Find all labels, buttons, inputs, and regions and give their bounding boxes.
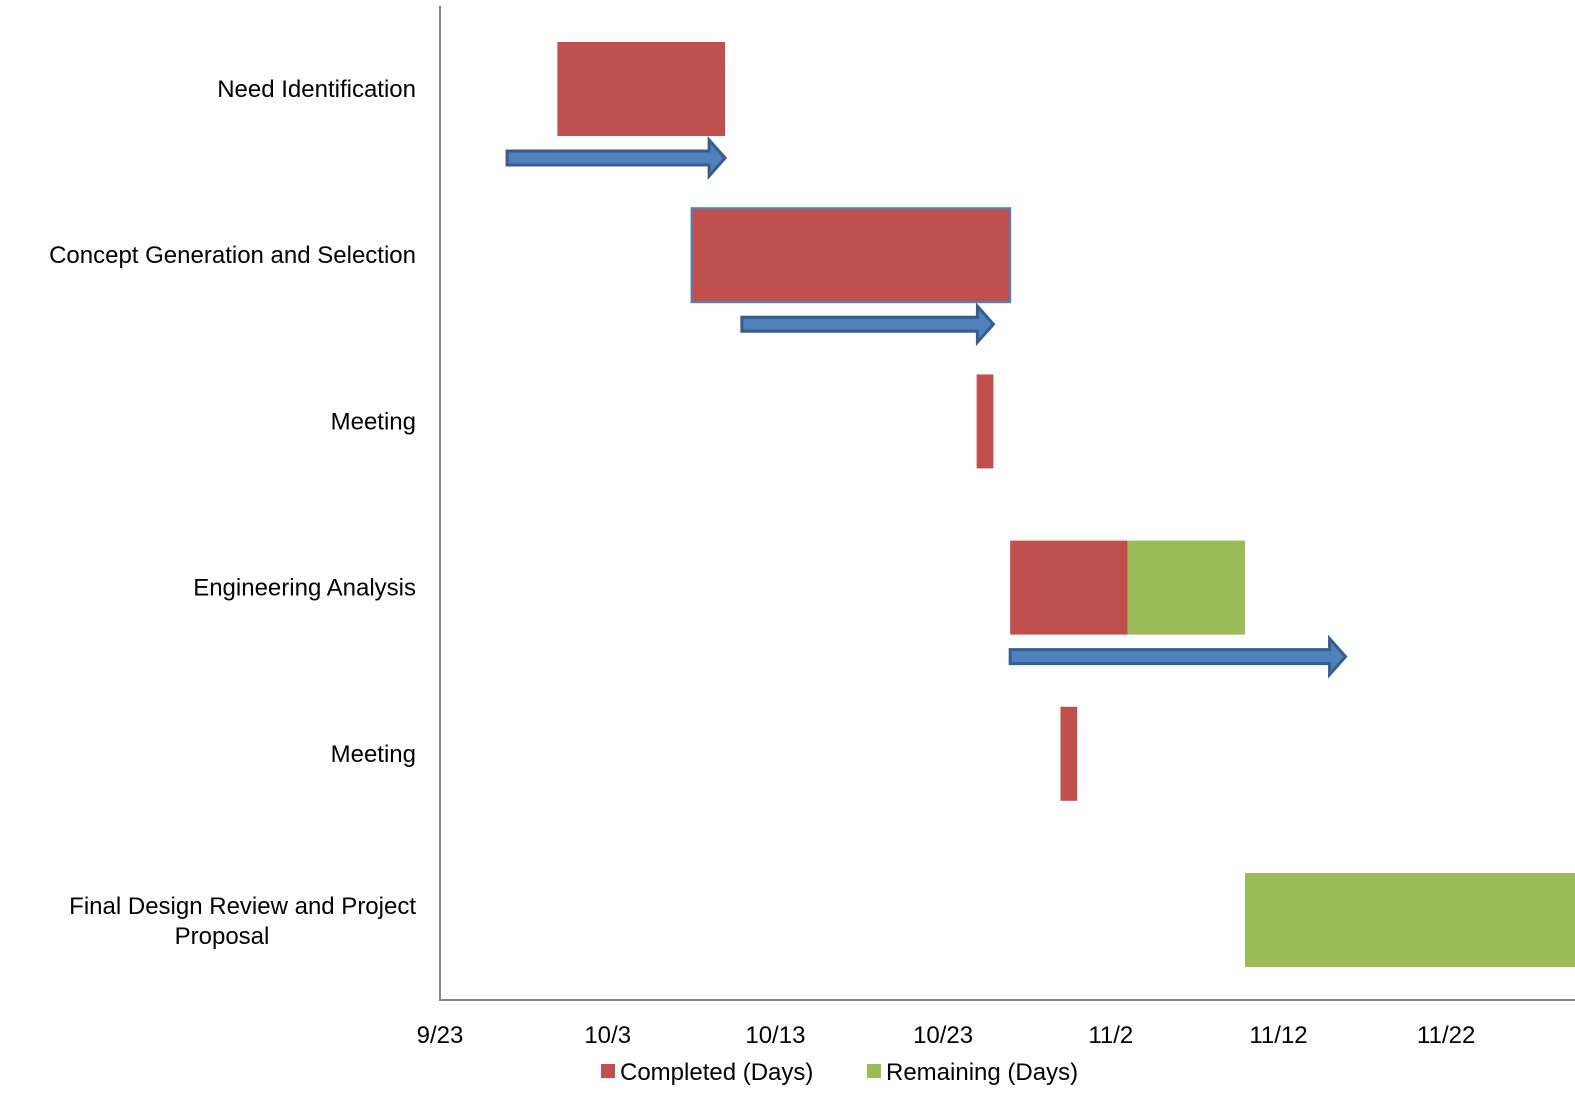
x-tick-label-0: 9/23 (417, 1022, 464, 1049)
axes (439, 6, 1575, 1001)
x-tick-label-1: 10/3 (584, 1022, 631, 1049)
x-tick-label-3: 10/23 (913, 1022, 973, 1049)
bar-completed-2 (976, 374, 994, 469)
schedule-arrow-0 (505, 136, 728, 180)
category-label-5-line2: Proposal (175, 923, 270, 950)
category-label-2: Meeting (331, 408, 416, 435)
legend: Completed (Days) Remaining (Days) (601, 1059, 1078, 1086)
legend-label-0: Completed (Days) (620, 1059, 813, 1086)
legend-label-1: Remaining (Days) (886, 1059, 1078, 1086)
category-label-1: Concept Generation and Selection (49, 242, 416, 269)
schedule-arrow-2 (1008, 634, 1348, 679)
x-tick-label-4: 11/2 (1088, 1022, 1133, 1049)
x-tick-label-6: 11/22 (1417, 1022, 1475, 1049)
bar-completed-4 (1060, 706, 1078, 801)
schedule-arrow-1 (740, 302, 996, 347)
x-tick-label-5: 11/12 (1249, 1022, 1307, 1049)
category-label-5: Final Design Review and Project (69, 893, 416, 920)
schedule-arrows (505, 136, 1348, 679)
x-tick-labels: 9/23 10/3 10/13 10/23 11/2 11/12 11/22 (417, 1022, 1476, 1049)
bar-completed-1 (691, 208, 1011, 303)
category-label-0: Need Identification (217, 76, 416, 103)
bar-selected-outline (690, 207, 1012, 304)
legend-swatch-1 (867, 1064, 881, 1078)
x-tick-label-2: 10/13 (745, 1022, 805, 1049)
bar-remaining-5 (1244, 873, 1575, 967)
category-labels: Need Identification Concept Generation an… (49, 76, 416, 950)
bar-completed-0 (557, 42, 726, 136)
legend-swatch-0 (601, 1064, 615, 1078)
bar-completed-3 (1010, 540, 1128, 635)
category-label-3: Engineering Analysis (193, 575, 416, 602)
task-bars (557, 42, 1575, 967)
category-label-4: Meeting (331, 741, 416, 768)
bar-remaining-3 (1127, 540, 1245, 635)
